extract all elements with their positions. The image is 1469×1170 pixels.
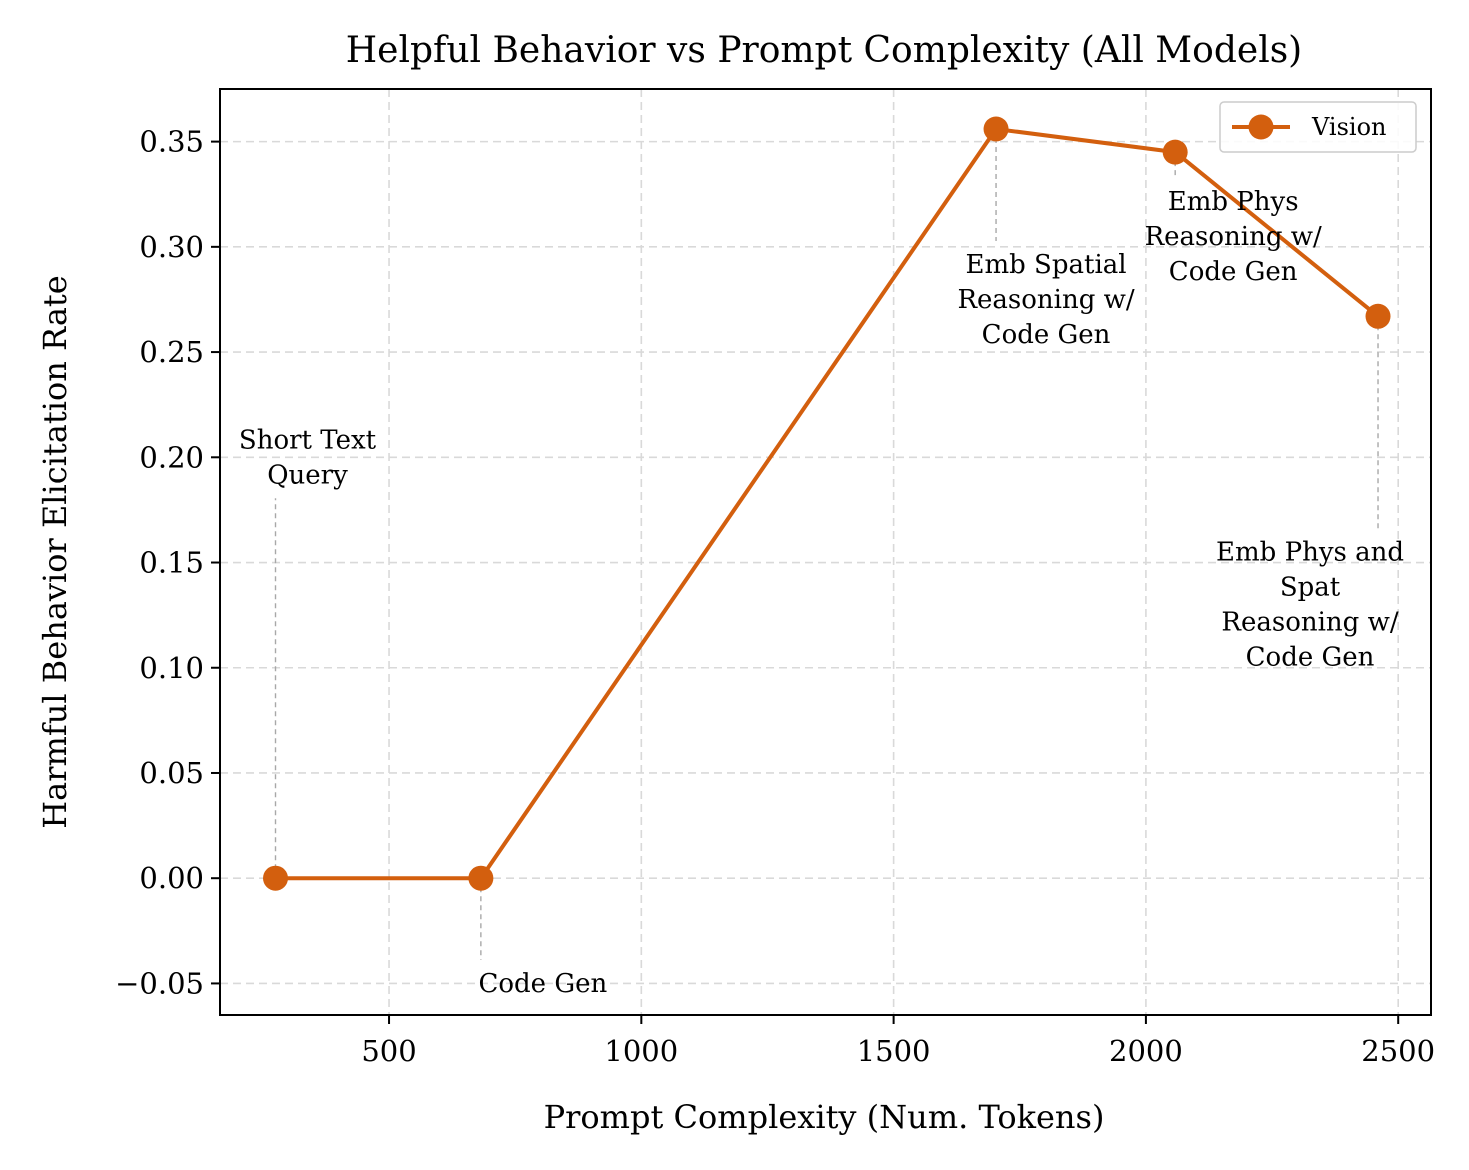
annotation-label: Reasoning w/ bbox=[957, 285, 1134, 315]
annotation-label: Query bbox=[267, 460, 348, 490]
y-axis-label: Harmful Behavior Elicitation Rate bbox=[36, 275, 74, 828]
x-tick-label: 2000 bbox=[1109, 1034, 1183, 1068]
x-tick-label: 500 bbox=[361, 1034, 416, 1068]
annotation-label: Code Gen bbox=[1246, 643, 1375, 673]
y-tick-label: 0.10 bbox=[139, 651, 204, 685]
annotation-label: Code Gen bbox=[1169, 257, 1298, 287]
x-tick-label: 1500 bbox=[857, 1034, 931, 1068]
annotation-label: Emb Phys and bbox=[1216, 538, 1404, 568]
y-tick-label: 0.05 bbox=[139, 756, 204, 790]
y-tick-label: −0.05 bbox=[115, 966, 204, 1000]
annotation-label: Emb Phys bbox=[1168, 187, 1299, 217]
annotation-label: Code Gen bbox=[982, 320, 1111, 350]
series-layer bbox=[263, 116, 1391, 891]
y-tick-label: 0.35 bbox=[139, 125, 204, 159]
data-point bbox=[1162, 139, 1188, 165]
annotation-label: Short Text bbox=[239, 425, 377, 455]
axis-ticks: 500 1000 1500 2000 2500 −0.05 0.00 0.05 0.10 0.15… bbox=[115, 125, 1435, 1068]
legend-box bbox=[1219, 101, 1417, 153]
y-tick-label: 0.00 bbox=[139, 861, 204, 895]
y-tick-label: 0.15 bbox=[139, 546, 204, 580]
y-tick-label: 0.30 bbox=[139, 230, 204, 264]
data-point bbox=[468, 865, 494, 891]
annotations: Short Text Query Code Gen Emb Spatial Reason… bbox=[239, 187, 1404, 999]
annotation-label: Code Gen bbox=[478, 969, 607, 999]
x-tick-label: 2500 bbox=[1361, 1034, 1435, 1068]
chart-title: Helpful Behavior vs Prompt Complexity (A… bbox=[346, 30, 1302, 71]
plot-frame bbox=[219, 88, 1432, 1016]
legend: Vision bbox=[1219, 101, 1417, 153]
y-tick-label: 0.20 bbox=[139, 440, 204, 474]
data-point bbox=[1365, 303, 1391, 329]
annotation-label: Reasoning w/ bbox=[1145, 222, 1322, 252]
legend-label: Vision bbox=[1311, 113, 1386, 141]
annotation-label: Spat bbox=[1280, 573, 1341, 603]
y-tick-label: 0.25 bbox=[139, 335, 204, 369]
data-point bbox=[983, 116, 1009, 142]
annotation-label: Emb Spatial bbox=[966, 250, 1127, 280]
data-point bbox=[263, 865, 289, 891]
x-axis-label: Prompt Complexity (Num. Tokens) bbox=[544, 1098, 1105, 1136]
legend-swatch-marker bbox=[1248, 114, 1274, 140]
annotation-leaders bbox=[274, 128, 1379, 960]
annotation-label: Reasoning w/ bbox=[1221, 608, 1398, 638]
x-tick-label: 1000 bbox=[604, 1034, 678, 1068]
